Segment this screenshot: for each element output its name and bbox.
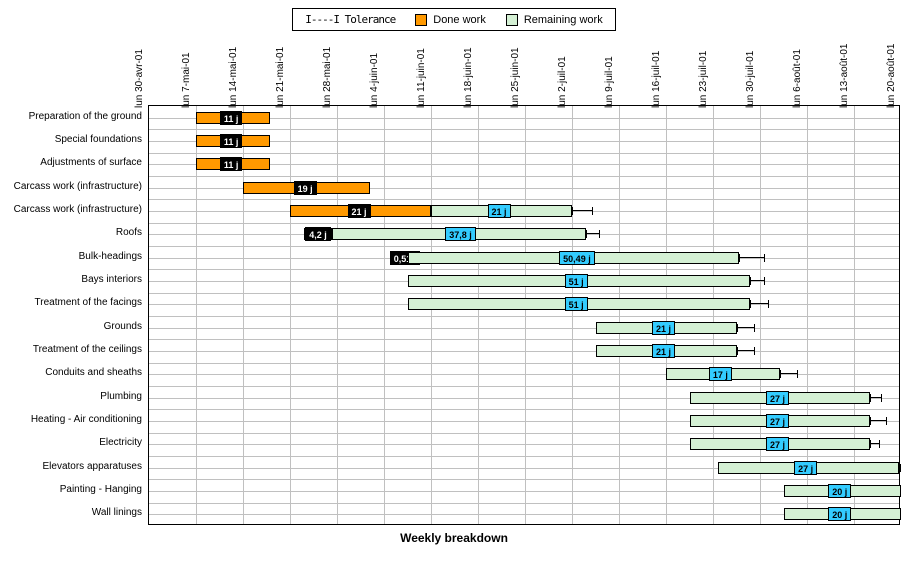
task-label: Painting - Hanging xyxy=(8,484,146,495)
bar-done-badge: 11 j xyxy=(220,157,243,171)
legend-remaining-label: Remaining work xyxy=(524,14,603,26)
x-axis-title: Weekly breakdown xyxy=(400,531,508,545)
tolerance-whisker xyxy=(870,394,882,402)
x-axis-dates: lun 30-avr-01lun 7-mai-01lun 14-mai-01lu… xyxy=(148,35,900,105)
legend-done: Done work xyxy=(415,14,486,26)
task-label: Bays interiors xyxy=(8,274,146,285)
chart-area: lun 30-avr-01 lun 7-mai-01 lun 14-mai-01 lu… xyxy=(8,35,900,545)
bar-remaining-badge: 27 j xyxy=(766,391,789,405)
date-tick: lun 28-mai-01 xyxy=(322,47,333,108)
task-label: Carcass work (infrastructure) xyxy=(8,181,146,192)
date-tick: lun 23-juil-01 xyxy=(698,51,709,108)
date-tick: lun 11-juin-01 xyxy=(416,48,427,108)
legend-tolerance-label: I----I Tolerance xyxy=(305,13,395,26)
bar-remaining-badge: 21 j xyxy=(488,204,511,218)
task-label: Heating - Air conditioning xyxy=(8,414,146,425)
task-label: Grounds xyxy=(8,321,146,332)
date-tick: lun 20-août-01 xyxy=(886,44,897,109)
date-tick: lun 21-mai-01 xyxy=(275,47,286,108)
tolerance-whisker xyxy=(737,324,756,332)
legend-done-label: Done work xyxy=(433,14,486,26)
legend-done-swatch xyxy=(415,14,427,26)
date-tick: lun 30-juil-01 xyxy=(745,51,756,108)
date-tick: lun 4-juin-01 xyxy=(369,53,380,108)
bar-done-badge: 21 j xyxy=(348,204,371,218)
y-axis-tasks: Preparation of the ground Special foundat… xyxy=(8,105,148,525)
bar-done-badge: 4,2 j xyxy=(305,227,331,241)
task-label: Preparation of the ground xyxy=(8,111,146,122)
tolerance-whisker xyxy=(572,207,593,215)
date-tick: lun 16-juil-01 xyxy=(651,51,662,108)
bar-done-badge: 11 j xyxy=(220,111,243,125)
date-tick: lun 13-août-01 xyxy=(839,44,850,109)
date-tick: lun 25-juin-01 xyxy=(510,47,521,108)
bar-remaining-badge: 17 j xyxy=(709,367,732,381)
task-label: Bulk-headings xyxy=(8,251,146,262)
date-tick: lun 9-juil-01 xyxy=(604,56,615,108)
bar-done-badge: 11 j xyxy=(220,134,243,148)
bar-remaining-badge: 20 j xyxy=(828,484,851,498)
bar-remaining-badge: 37,8 j xyxy=(445,227,476,241)
date-tick: lun 6-août-01 xyxy=(792,49,803,108)
grid-area: Preparation of the ground Special foundat… xyxy=(8,105,900,525)
bar-remaining-badge: 20 j xyxy=(828,507,851,521)
tolerance-whisker xyxy=(750,300,770,308)
task-label: Carcass work (infrastructure) xyxy=(8,204,146,215)
task-label: Special foundations xyxy=(8,134,146,145)
bar-done-badge: 19 j xyxy=(294,181,317,195)
task-label: Conduits and sheaths xyxy=(8,367,146,378)
task-label: Adjustments of surface xyxy=(8,157,146,168)
bar-remaining-badge: 27 j xyxy=(794,461,817,475)
task-label: Elevators apparatuses xyxy=(8,461,146,472)
legend-remaining-swatch xyxy=(506,14,518,26)
task-label: Roofs xyxy=(8,227,146,238)
tolerance-whisker xyxy=(739,254,765,262)
date-tick: lun 14-mai-01 xyxy=(228,47,239,108)
bar-remaining-badge: 51 j xyxy=(565,274,588,288)
task-label: Treatment of the facings xyxy=(8,297,146,308)
tolerance-whisker xyxy=(586,230,600,238)
legend-remaining: Remaining work xyxy=(506,14,603,26)
bar-remaining-badge: 21 j xyxy=(652,321,675,335)
tolerance-whisker xyxy=(780,370,798,378)
bar-remaining-badge: 21 j xyxy=(652,344,675,358)
task-label: Electricity xyxy=(8,437,146,448)
task-label: Wall linings xyxy=(8,507,146,518)
tolerance-whisker xyxy=(870,417,886,425)
plot-area: 11 j11 j11 j19 j21 j21 j4,2 j37,8 j0,51 … xyxy=(148,105,900,525)
tolerance-whisker xyxy=(899,464,901,472)
tolerance-whisker xyxy=(750,277,765,285)
bar-remaining-badge: 27 j xyxy=(766,414,789,428)
date-tick: lun 18-juin-01 xyxy=(463,47,474,108)
bar-remaining-badge: 50,49 j xyxy=(559,251,595,265)
date-tick: lun 30-avr-01 xyxy=(134,49,145,108)
date-tick: lun 2-juil-01 xyxy=(557,56,568,108)
legend: I----I Tolerance Done work Remaining wor… xyxy=(292,8,615,31)
gantt-chart: I----I Tolerance Done work Remaining wor… xyxy=(8,8,900,545)
date-tick: lun 7-mai-01 xyxy=(181,52,192,108)
bar-remaining-badge: 51 j xyxy=(565,297,588,311)
tolerance-whisker xyxy=(870,440,879,448)
task-label: Plumbing xyxy=(8,391,146,402)
legend-tolerance: I----I Tolerance xyxy=(305,13,395,26)
task-label: Treatment of the ceilings xyxy=(8,344,146,355)
tolerance-whisker xyxy=(737,347,756,355)
bar-remaining-badge: 27 j xyxy=(766,437,789,451)
